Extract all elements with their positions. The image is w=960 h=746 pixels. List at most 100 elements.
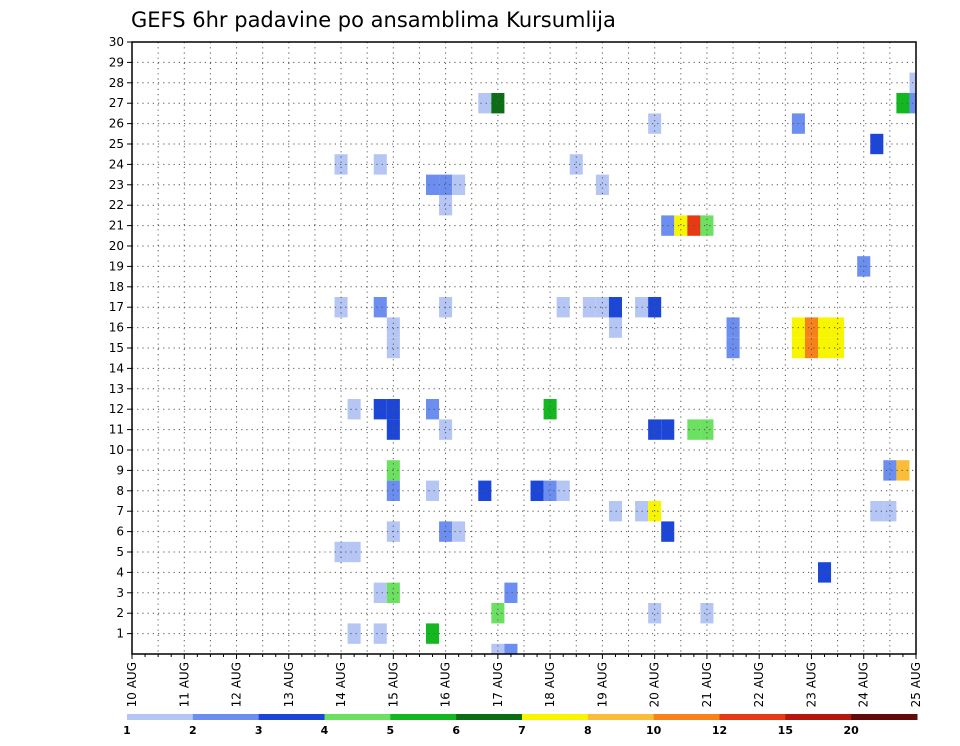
precip-cell: [373, 154, 387, 175]
precip-cell: [386, 582, 400, 603]
precip-cell: [478, 93, 492, 114]
y-tick-label: 5: [116, 545, 124, 559]
precip-cell: [386, 419, 400, 440]
colorbar-label: 15: [778, 724, 793, 737]
x-tick-label: 12 AUG: [230, 662, 244, 707]
chart-title: GEFS 6hr padavine po ansamblima Kursumli…: [131, 8, 616, 32]
x-tick-label: 15 AUG: [386, 662, 400, 707]
precip-cell: [674, 215, 688, 236]
x-tick-label: 20 AUG: [648, 662, 662, 707]
precip-cell: [504, 582, 518, 603]
x-tick-label: 11 AUG: [177, 662, 191, 707]
x-tick-label: 22 AUG: [752, 662, 766, 707]
precip-cell: [373, 399, 387, 420]
precip-cell: [439, 195, 453, 216]
colorbar-label: 4: [321, 724, 329, 737]
colorbar-swatch: [719, 714, 786, 720]
precip-cell: [608, 297, 622, 318]
colorbar-swatch: [192, 714, 260, 720]
precip-cell: [648, 113, 662, 134]
colorbar-swatch: [785, 714, 852, 720]
y-tick-label: 15: [109, 341, 124, 355]
x-tick-label: 10 AUG: [125, 662, 139, 707]
x-tick-label: 18 AUG: [543, 662, 557, 707]
precip-cell: [608, 501, 622, 522]
precip-cell: [426, 174, 440, 195]
precip-cell: [386, 399, 400, 420]
y-tick-label: 6: [116, 525, 124, 539]
x-tick-label: 21 AUG: [700, 662, 714, 707]
precip-cell: [700, 603, 714, 624]
colorbar-label: 5: [387, 724, 395, 737]
colorbar-label: 6: [452, 724, 460, 737]
colorbar-swatch: [653, 714, 720, 720]
x-tick-label: 13 AUG: [282, 662, 296, 707]
y-tick-label: 4: [116, 565, 124, 579]
x-tick-label: 25 AUG: [909, 662, 923, 707]
colorbar-label: 8: [584, 724, 592, 737]
precip-cell: [491, 603, 505, 624]
y-tick-label: 23: [109, 178, 124, 192]
colorbar-legend: 1 2 3 4 5 6 7 8 10 12 15 20: [123, 714, 918, 737]
y-tick-label: 17: [109, 300, 124, 314]
colorbar-swatch: [127, 714, 194, 720]
precip-cell: [373, 297, 387, 318]
precip-cell: [491, 93, 505, 114]
precip-cell: [608, 317, 622, 338]
colorbar-label: 20: [844, 724, 860, 737]
colorbar-label: 3: [255, 724, 263, 737]
precip-cell: [700, 215, 714, 236]
y-tick-label: 11: [109, 423, 124, 437]
precip-cell: [543, 399, 557, 420]
colorbar-label: 7: [518, 724, 526, 737]
y-tick-label: 3: [116, 586, 124, 600]
colorbar-swatch: [522, 714, 589, 720]
y-tick-label: 1: [116, 627, 124, 641]
x-tick-label: 24 AUG: [857, 662, 871, 707]
precip-cell: [595, 174, 609, 195]
precip-cell: [347, 623, 361, 644]
precip-cell: [386, 460, 400, 481]
y-tick-label: 9: [116, 463, 124, 477]
precip-cell: [831, 317, 845, 338]
precip-cell: [386, 317, 400, 338]
colorbar-swatch: [587, 714, 655, 720]
y-tick-label: 18: [109, 280, 124, 294]
precip-cell: [804, 317, 818, 338]
precip-cell: [556, 480, 570, 501]
precip-cell: [726, 317, 740, 338]
colorbar-swatch: [324, 714, 391, 720]
y-tick-label: 30: [109, 35, 124, 49]
precip-cell: [556, 297, 570, 318]
precip-cell: [883, 460, 897, 481]
y-tick-label: 24: [109, 157, 124, 171]
precip-cell: [373, 623, 387, 644]
colorbar-swatch: [390, 714, 457, 720]
precip-cell: [347, 399, 361, 420]
precip-cell: [452, 174, 466, 195]
precip-cell: [648, 603, 662, 624]
precip-cell: [373, 582, 387, 603]
grid: [132, 42, 916, 654]
precip-cell: [726, 337, 740, 359]
colorbar-label: 12: [712, 724, 727, 737]
colorbar-swatch: [851, 714, 918, 720]
y-tick-label: 2: [116, 606, 124, 620]
precip-cell: [569, 154, 583, 175]
x-tick-label: 19 AUG: [595, 662, 609, 707]
precip-cells: [334, 72, 916, 654]
y-tick-label: 19: [109, 259, 124, 273]
precip-cell: [831, 337, 845, 359]
precip-cell: [478, 480, 492, 501]
y-tick-label: 20: [109, 239, 124, 253]
y-tick-label: 25: [109, 137, 124, 151]
x-tick-label: 16 AUG: [439, 662, 453, 707]
x-tick-label: 23 AUG: [804, 662, 818, 707]
precip-cell: [426, 623, 440, 644]
colorbar-swatch: [456, 714, 523, 720]
y-tick-label: 21: [109, 219, 124, 233]
precip-cell: [700, 419, 714, 440]
precip-cell: [896, 460, 910, 481]
